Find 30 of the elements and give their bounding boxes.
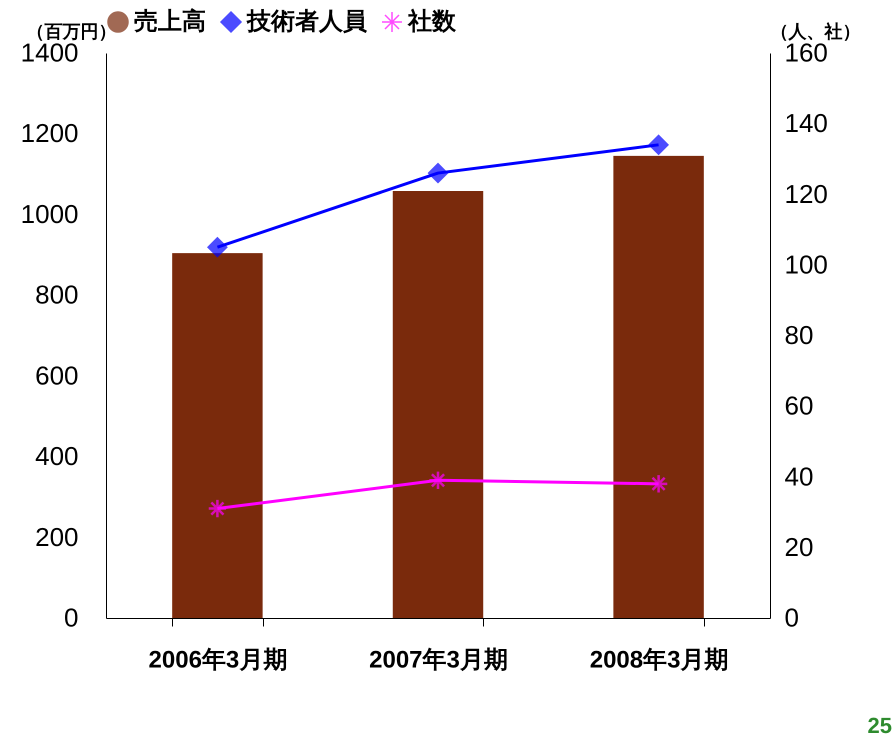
bar: [392, 191, 484, 618]
y2-tick-label: 60: [784, 390, 814, 421]
x-tick-label: 2008年3月期: [590, 646, 728, 674]
y2-tick-label: 100: [784, 249, 828, 280]
y-tick-label: 600: [35, 360, 78, 390]
y-tick-label: 400: [35, 441, 78, 472]
y2-tick-label: 0: [784, 602, 799, 632]
y2-tick-label: 140: [784, 108, 828, 138]
legend-label: 売上高: [134, 7, 206, 35]
y-tick-label: 1000: [20, 198, 78, 229]
bar: [172, 253, 263, 618]
y2-tick-label: 120: [784, 178, 828, 209]
bar: [613, 156, 704, 618]
y2-tick-label: 20: [784, 532, 814, 562]
text: 25: [868, 713, 892, 739]
point: [648, 474, 669, 494]
y2-tick-label: 40: [784, 461, 814, 492]
y-tick-label: 0: [64, 602, 78, 632]
y-tick-label: 1200: [20, 118, 78, 148]
y2-tick-label: 80: [784, 320, 814, 350]
x-tick-label: 2007年3月期: [369, 646, 508, 674]
point: [428, 163, 448, 183]
legend-label: 技術者人員: [246, 8, 367, 35]
point: [648, 134, 669, 155]
x-tick-label: 2006年3月期: [148, 646, 288, 674]
point: [207, 498, 228, 518]
point: [207, 237, 228, 258]
y-tick-label: 800: [35, 280, 78, 310]
legend-label: 社数: [407, 8, 457, 35]
y-tick-label: 200: [35, 522, 78, 552]
